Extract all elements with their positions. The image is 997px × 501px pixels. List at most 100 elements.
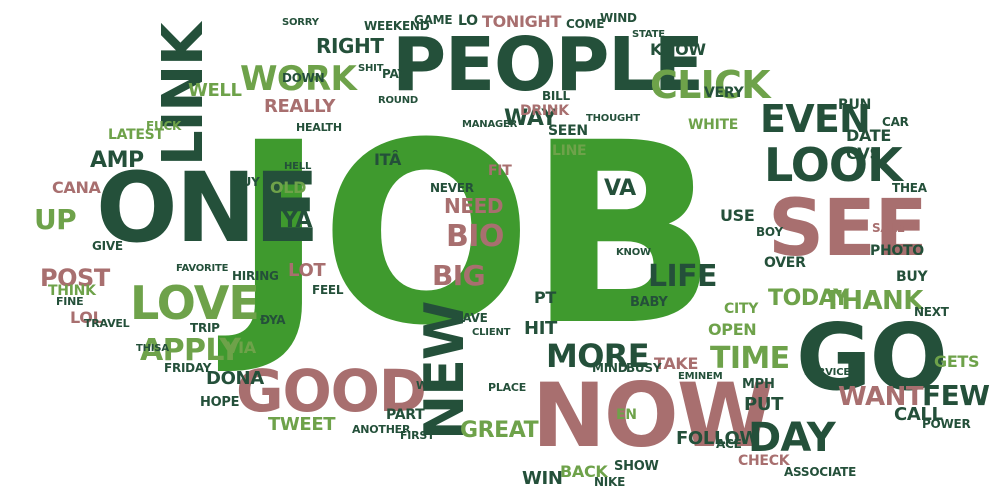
word-state: STATE [632,29,665,40]
word-job: JOB [232,89,718,380]
word-associate: ASSOCIATE [784,465,857,479]
word-friday: FRIDAY [164,361,212,375]
word-power: POWER [922,417,971,431]
word-latest: LATEST [108,127,164,143]
word-dya: ÐYA [260,313,286,327]
word-ita: ITÂ [374,150,402,169]
word-manager: MANAGER [462,119,518,130]
word-gets: GETS [934,352,980,371]
word-check: CHECK [738,453,790,469]
word-boy: BOY [756,225,783,239]
word-travel: TRAVEL [84,317,130,330]
word-via: VIA [226,338,256,357]
word-run: RUN [838,97,872,113]
word-thought: THOUGHT [586,113,640,124]
word-game: GAME [414,13,453,27]
word-thea: THEA [892,181,927,195]
word-back: BACK [560,462,608,481]
word-good: GOOD [236,357,427,425]
word-weekend: WEEKEND [364,19,430,33]
word-show: SHOW [614,459,659,474]
word-wind: WIND [600,11,637,25]
word-apply: APPLY [140,333,241,368]
word-thank: THANK [824,286,923,316]
word-day: DAY [748,415,836,461]
word-call: CALL [894,404,943,425]
word-ya: YA [282,208,312,233]
word-en: EN [616,407,637,423]
word-health: HEALTH [296,121,342,134]
word-right: RIGHT [316,34,384,58]
word-now: NOW [532,364,774,467]
word-client: CLIENT [472,327,511,338]
word-one: ONE [96,152,320,264]
word-white: WHITE [688,117,739,133]
word-even: EVEN [760,97,871,141]
word-shit: SHIT [358,63,384,74]
word-really: REALLY [264,96,336,117]
word-fine: FINE [56,295,84,308]
word-cvs: CVS [846,144,881,163]
word-look: LOOK [764,138,903,192]
word-bio: BIO [446,219,504,254]
word-know: KNOW [650,40,706,59]
word-use: USE [720,206,755,225]
word-thisa: THISA [136,343,169,354]
word-never: NEVER [430,181,474,195]
word-place: PLACE [488,381,527,394]
word-click: CLICK [650,63,771,107]
word-few: FEW [922,379,990,412]
word-time: TIME [710,341,790,376]
word-cana: CANA [52,178,101,197]
word-trip: TRIP [190,321,220,335]
word-next: NEXT [914,305,949,319]
word-put: PUT [744,394,784,415]
word-dona: DONA [206,368,264,389]
word-follow: FOLLOW [676,428,759,449]
word-pay: PAY [382,67,406,81]
word-save: SAVE [454,311,488,325]
word-pt: PT [534,288,557,307]
word-old: OLD [270,178,307,197]
word-think: THINK [48,283,96,299]
word-love: LOVE [130,276,260,330]
word-today: TODAY [768,286,849,311]
word-hope: HOPE [200,395,240,410]
word-open: OPEN [708,320,757,339]
word-very: VERY [704,85,744,101]
word-line: LINE [552,143,587,159]
word-seen: SEEN [548,123,588,139]
word-part: PART [386,407,425,423]
word-hit: HIT [524,318,557,339]
word-hell: HELL [284,161,312,172]
word-come: COME [566,17,605,31]
word-tweet: TWEET [268,414,336,435]
word-first: FIRST [400,429,435,442]
word-fit: FIT [488,163,512,179]
word-car: CAR [882,115,909,129]
word-great: GREAT [460,418,539,443]
word-worse: WORSE [416,379,461,392]
word-life: LIFE [648,259,717,294]
word-post: POST [40,264,110,292]
word-need: NEED [444,194,504,218]
word-bill: BILL [542,89,570,103]
word-another: ANOTHER [352,423,411,436]
word-way: WAY [504,106,557,131]
word-va: VA [604,176,636,201]
word-guy: GUY [232,175,260,189]
word-well: WELL [188,80,242,101]
word-work: WORK [240,59,357,99]
word-mind: MIND [592,361,628,375]
word-take: TAKE [654,354,699,373]
word-drink: DRINK [520,103,569,119]
word-busy: BUSY [626,361,662,375]
word-up: UP [34,203,77,236]
word-feel: FEEL [312,283,344,297]
word-service: SERVICE [804,367,850,378]
word-sale: SALE [872,221,905,235]
word-lol: LOL [70,308,103,327]
word-big: BIG [432,259,486,292]
word-eminem: EMINEM [678,371,723,382]
